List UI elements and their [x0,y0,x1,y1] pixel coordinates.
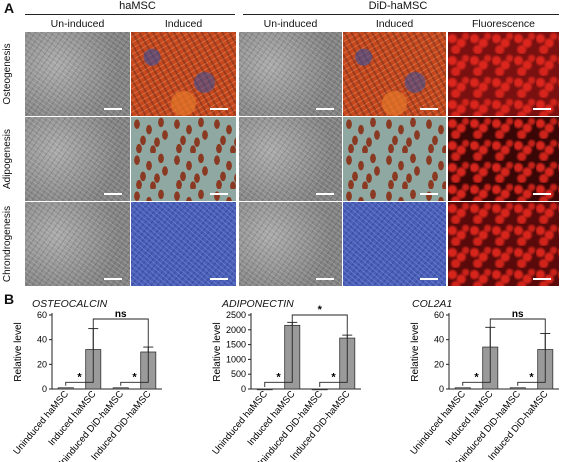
col-title-induced-2: Induced [375,18,414,30]
tile-adipo-induced-hamsc [131,117,236,201]
group-line-did-hamsc [243,14,559,15]
panel-b-letter: B [4,291,15,307]
group-line-hamsc [25,14,235,15]
tile-adipo-uninduced-did [239,117,342,201]
chart-3-title: COL2A1 [412,298,453,310]
chart-2-ytick-label-3: 1500 [226,340,246,350]
tile-osteo-induced-hamsc [131,32,236,116]
chart-2-sig-bracket-2-line [319,332,348,387]
chart-3-ytick-label-3: 60 [434,310,444,320]
chart-1-sig-bracket-2-label: * [132,371,137,383]
chart-1-ytick-label-2: 40 [37,335,47,345]
chart-3-ytick-label-0: 0 [439,384,444,394]
chart-3-sig-bracket-3-line [489,318,546,331]
chart-2-sig-bracket-1-label: * [276,371,281,383]
chart-3-ytick-label-2: 40 [434,335,444,345]
chart-1-sig-bracket-1-label: * [77,371,82,383]
tile-osteo-uninduced-hamsc [25,32,130,116]
tile-adipo-induced-did [343,117,446,201]
chart-1-bar-0 [57,387,74,390]
tile-osteo-uninduced-did [239,32,342,116]
tile-osteo-induced-did [343,32,446,116]
chart-1-ylabel: Relative level [13,322,24,381]
chart-1-ytick-label-0: 0 [42,384,47,394]
col-title-uninduced-1: Un-induced [50,18,105,30]
tile-chondro-uninduced-hamsc [25,202,130,286]
chart-2-ytick-label-5: 2500 [226,310,246,320]
chart-1-ytick-label-1: 20 [37,359,47,369]
chart-2-ytick-label-2: 1000 [226,354,246,364]
chart-2-bar-0 [256,388,273,391]
chart-2-ylabel: Relative level [212,322,223,381]
chart-3-sig-bracket-2-label: * [529,371,534,383]
panel-a-letter: A [4,0,15,16]
group-title-hamsc: haMSC [119,0,156,12]
chart-3-bar-2 [509,387,526,390]
tile-chondro-fluorescence [448,202,559,286]
tile-adipo-fluorescence [448,117,559,201]
chart-1-sig-bracket-1-line [65,325,94,386]
chart-1-bar-2 [112,387,129,390]
tile-adipo-uninduced-hamsc [25,117,130,201]
chart-2-ytick-label-0: 0 [241,384,246,394]
tile-chondro-induced-did [343,202,446,286]
chart-2-ytick-label-4: 2000 [226,325,246,335]
chart-2-sig-bracket-3-label: * [318,304,323,316]
chart-3-sig-bracket-1-line [462,324,491,386]
chart-3-sig-bracket-2-line [517,330,546,386]
chart-3-ytick-label-1: 20 [434,359,444,369]
chart-1-title: OSTEOCALCIN [32,298,108,310]
col-title-uninduced-2: Un-induced [263,18,318,30]
chart-2-sig-bracket-1-line [264,319,293,387]
chart-2-sig-bracket-3-line [291,314,348,333]
chart-3-sig-bracket-3-label: ns [512,309,524,320]
col-title-induced-1: Induced [164,18,203,30]
chart-1-sig-bracket-2-line [120,344,149,386]
chart-3-ylabel: Relative level [410,322,421,381]
tile-osteo-fluorescence [448,32,559,116]
chart-2-bar-2 [311,388,328,391]
chart-1-sig-bracket-3-line [92,318,149,345]
group-title-did-hamsc: DiD-haMSC [368,0,428,12]
chart-1-sig-bracket-3-label: ns [115,309,127,320]
tile-chondro-uninduced-did [239,202,342,286]
tile-chondro-induced-hamsc [131,202,236,286]
chart-1-ytick-label-3: 60 [37,310,47,320]
chart-3-sig-bracket-1-label: * [474,371,479,383]
chart-2-ytick-label-1: 500 [231,369,246,379]
chart-2-title: ADIPONECTIN [222,298,294,310]
col-title-fluorescence: Fluorescence [471,18,536,30]
chart-3-bar-0 [454,387,471,390]
chart-2-sig-bracket-2-label: * [331,371,336,383]
